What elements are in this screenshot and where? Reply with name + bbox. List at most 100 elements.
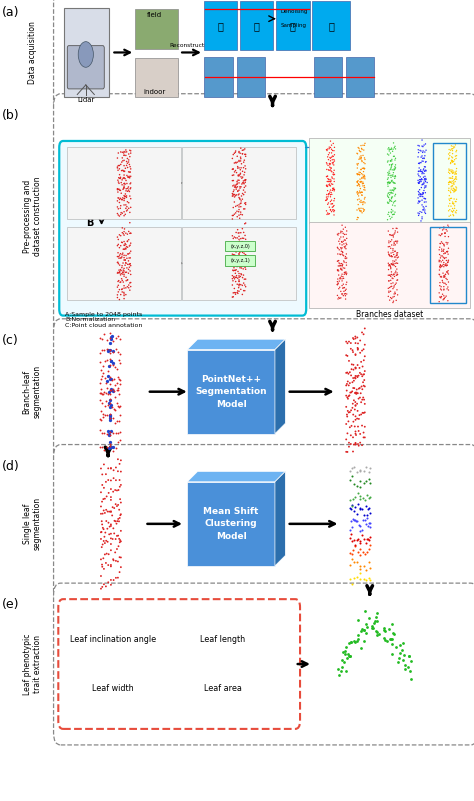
Point bbox=[384, 208, 392, 221]
Point bbox=[235, 154, 243, 167]
Point bbox=[337, 257, 345, 270]
Point bbox=[102, 476, 109, 489]
Point bbox=[100, 385, 108, 398]
Point bbox=[323, 175, 331, 188]
Point bbox=[239, 171, 246, 183]
Point bbox=[232, 179, 239, 192]
Point bbox=[106, 400, 113, 413]
Point bbox=[240, 161, 247, 174]
Point bbox=[106, 397, 114, 410]
Point bbox=[351, 540, 359, 553]
FancyBboxPatch shape bbox=[135, 58, 178, 97]
Point bbox=[341, 252, 349, 264]
Point bbox=[235, 235, 243, 248]
Point bbox=[451, 141, 458, 154]
Point bbox=[338, 245, 346, 258]
Point bbox=[126, 258, 134, 271]
Point bbox=[231, 181, 238, 194]
Point bbox=[439, 254, 447, 267]
Point bbox=[341, 266, 348, 279]
Point bbox=[441, 252, 448, 265]
Point bbox=[445, 147, 452, 160]
Point bbox=[422, 195, 430, 208]
Point bbox=[235, 205, 243, 218]
Point bbox=[350, 415, 357, 428]
Point bbox=[114, 174, 122, 187]
Point bbox=[361, 181, 368, 194]
Point bbox=[385, 285, 392, 298]
Point bbox=[328, 203, 336, 216]
Point bbox=[390, 176, 397, 189]
Point bbox=[107, 544, 115, 557]
Point bbox=[241, 143, 248, 155]
Point bbox=[126, 276, 134, 289]
Point bbox=[353, 479, 361, 492]
Point bbox=[438, 260, 446, 272]
Point bbox=[452, 150, 459, 163]
Point bbox=[346, 465, 354, 477]
Point bbox=[237, 262, 245, 275]
Point bbox=[118, 248, 126, 261]
Point bbox=[349, 493, 357, 506]
Point bbox=[420, 192, 428, 205]
Polygon shape bbox=[187, 482, 275, 566]
Point bbox=[125, 154, 133, 167]
Point bbox=[348, 534, 356, 547]
Point bbox=[387, 169, 395, 182]
Point bbox=[327, 161, 335, 174]
Point bbox=[105, 517, 112, 529]
Point bbox=[239, 187, 246, 200]
Point bbox=[392, 195, 399, 207]
Point bbox=[384, 246, 392, 259]
Point bbox=[101, 399, 109, 412]
Point bbox=[393, 247, 401, 260]
Point bbox=[327, 135, 334, 147]
Point bbox=[444, 245, 451, 258]
Point bbox=[388, 183, 396, 196]
Point bbox=[391, 140, 399, 153]
Point bbox=[417, 163, 425, 176]
Point bbox=[386, 169, 394, 182]
Point bbox=[115, 147, 122, 159]
Point bbox=[232, 183, 240, 195]
Point bbox=[115, 533, 123, 545]
Point bbox=[347, 369, 355, 382]
Point bbox=[452, 171, 460, 183]
Point bbox=[115, 484, 122, 497]
Point bbox=[361, 169, 368, 182]
Point bbox=[326, 186, 334, 199]
Point bbox=[384, 147, 392, 160]
Point bbox=[366, 521, 374, 533]
Point bbox=[232, 288, 239, 300]
Point bbox=[331, 183, 338, 196]
Point bbox=[239, 272, 246, 284]
Point bbox=[355, 177, 362, 190]
Point bbox=[366, 490, 374, 503]
Point bbox=[343, 288, 350, 300]
Point bbox=[356, 166, 364, 179]
Point bbox=[416, 195, 423, 208]
Point bbox=[437, 259, 444, 272]
Point bbox=[352, 410, 359, 423]
Point bbox=[328, 150, 336, 163]
Point bbox=[338, 219, 346, 231]
Point bbox=[419, 190, 427, 203]
Point bbox=[323, 144, 331, 157]
Point bbox=[393, 252, 401, 264]
Point bbox=[350, 438, 358, 451]
Point bbox=[415, 177, 423, 190]
Point bbox=[231, 264, 238, 276]
Point bbox=[385, 259, 393, 272]
Point bbox=[357, 151, 365, 164]
Point bbox=[415, 165, 422, 178]
Point bbox=[123, 240, 130, 253]
Point bbox=[353, 413, 361, 425]
Point bbox=[233, 205, 241, 218]
Point bbox=[351, 514, 358, 527]
Point bbox=[327, 191, 334, 203]
Point bbox=[328, 139, 335, 151]
Point bbox=[349, 346, 357, 359]
Point bbox=[117, 229, 125, 242]
Point bbox=[324, 151, 331, 163]
Point bbox=[116, 473, 123, 486]
